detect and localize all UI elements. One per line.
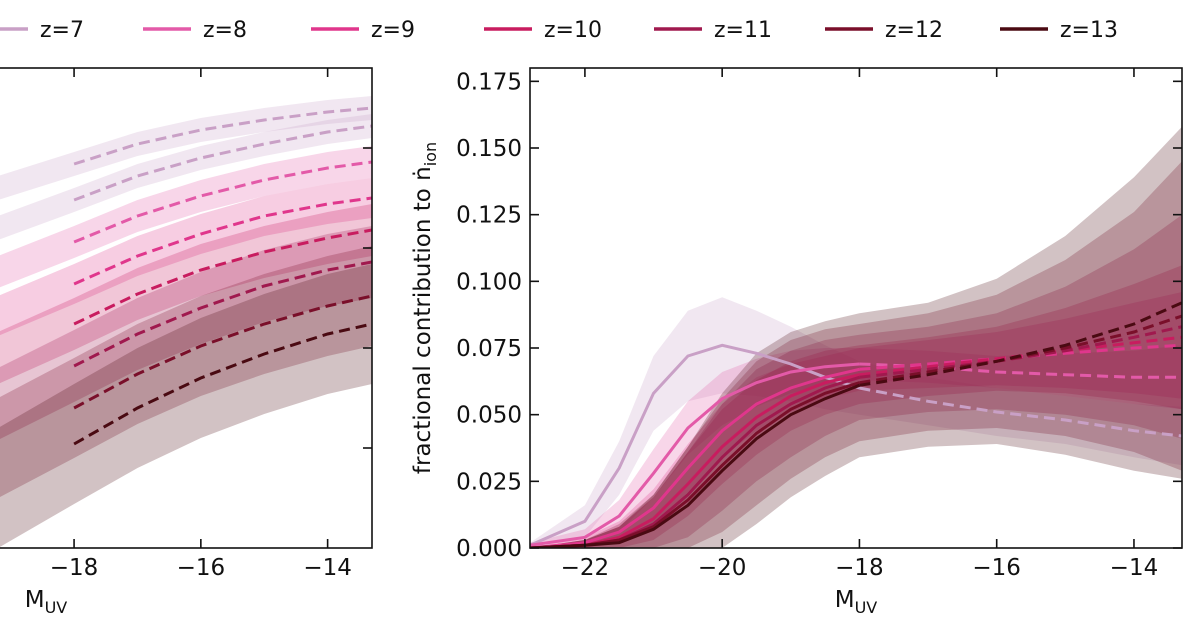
right-x-axis-title: MUV: [835, 587, 878, 617]
uncertainty-band: [0, 114, 372, 240]
left-uncertainty-bands: [0, 96, 372, 547]
left-axes: −18 −16 −14: [0, 67, 373, 581]
x-tick-label: −18: [835, 555, 884, 581]
series-line-dashed: [73, 196, 372, 286]
x-tick-label: −18: [50, 555, 99, 581]
x-tick-label: −20: [698, 555, 747, 581]
uncertainty-band: [0, 178, 372, 336]
right-panel: −22 −20 −18 −16 −14 0.000 0.025 0.050 0.075 0.100…: [410, 67, 1183, 617]
right-y-axis-title: fractional contribution to ṅion: [410, 142, 440, 474]
uncertainty-band: [530, 214, 1182, 548]
series-line-dashed: [73, 228, 372, 326]
x-tick-label: −14: [1110, 555, 1159, 581]
uncertainty-band: [530, 345, 1182, 548]
legend: z=7 z=8 z=9 z=10 z=11 z=12 z=13: [0, 18, 1118, 43]
series-line-dashed: [73, 124, 372, 202]
legend-label: z=12: [885, 18, 943, 43]
series-line-dashed: [73, 322, 372, 446]
uncertainty-band: [0, 96, 372, 200]
series-line-dashed: [73, 160, 372, 244]
left-x-axis-title: MUV: [25, 587, 68, 617]
uncertainty-band: [530, 297, 1182, 548]
x-tick-label: −14: [303, 555, 352, 581]
y-tick-label: 0.125: [456, 203, 522, 229]
y-tick-label: 0.100: [456, 269, 522, 295]
legend-label: z=9: [371, 18, 415, 43]
y-tick-label: 0.150: [456, 136, 522, 162]
right-series-lines: [530, 301, 1182, 548]
series-line-solid: [530, 383, 860, 548]
uncertainty-band: [530, 126, 1182, 548]
series-line-dashed: [859, 301, 1182, 387]
uncertainty-band: [0, 146, 372, 288]
right-axes: −22 −20 −18 −16 −14 0.000 0.025 0.050 0.075 0.100…: [456, 67, 1183, 581]
series-line-dashed: [859, 386, 1182, 438]
legend-label: z=7: [40, 18, 84, 43]
uncertainty-band: [0, 264, 372, 547]
y-tick-label: 0.075: [456, 336, 522, 362]
uncertainty-band: [0, 204, 372, 384]
right-uncertainty-bands: [530, 126, 1182, 548]
uncertainty-band: [530, 161, 1182, 548]
x-tick-label: −22: [561, 555, 610, 581]
series-line-dashed: [73, 260, 372, 368]
legend-label: z=13: [1060, 18, 1118, 43]
series-line-solid: [530, 362, 860, 547]
legend-label: z=10: [544, 18, 602, 43]
series-line-solid: [530, 367, 860, 548]
axes-frame: [529, 67, 1183, 549]
legend-label: z=8: [203, 18, 247, 43]
x-tick-label: −16: [177, 555, 226, 581]
axes-frame: [0, 67, 373, 549]
y-tick-label: 0.050: [456, 403, 522, 429]
legend-label: z=11: [714, 18, 772, 43]
y-tick-label: 0.175: [456, 69, 522, 95]
left-panel: −18 −16 −14 MUV: [0, 67, 373, 617]
left-series-lines: [73, 106, 372, 446]
x-tick-label: −16: [972, 555, 1021, 581]
series-line-dashed: [73, 294, 372, 410]
series-line-dashed: [73, 106, 372, 166]
y-tick-label: 0.025: [456, 469, 522, 495]
uncertainty-band: [0, 226, 372, 440]
y-tick-label: 0.000: [456, 536, 522, 562]
